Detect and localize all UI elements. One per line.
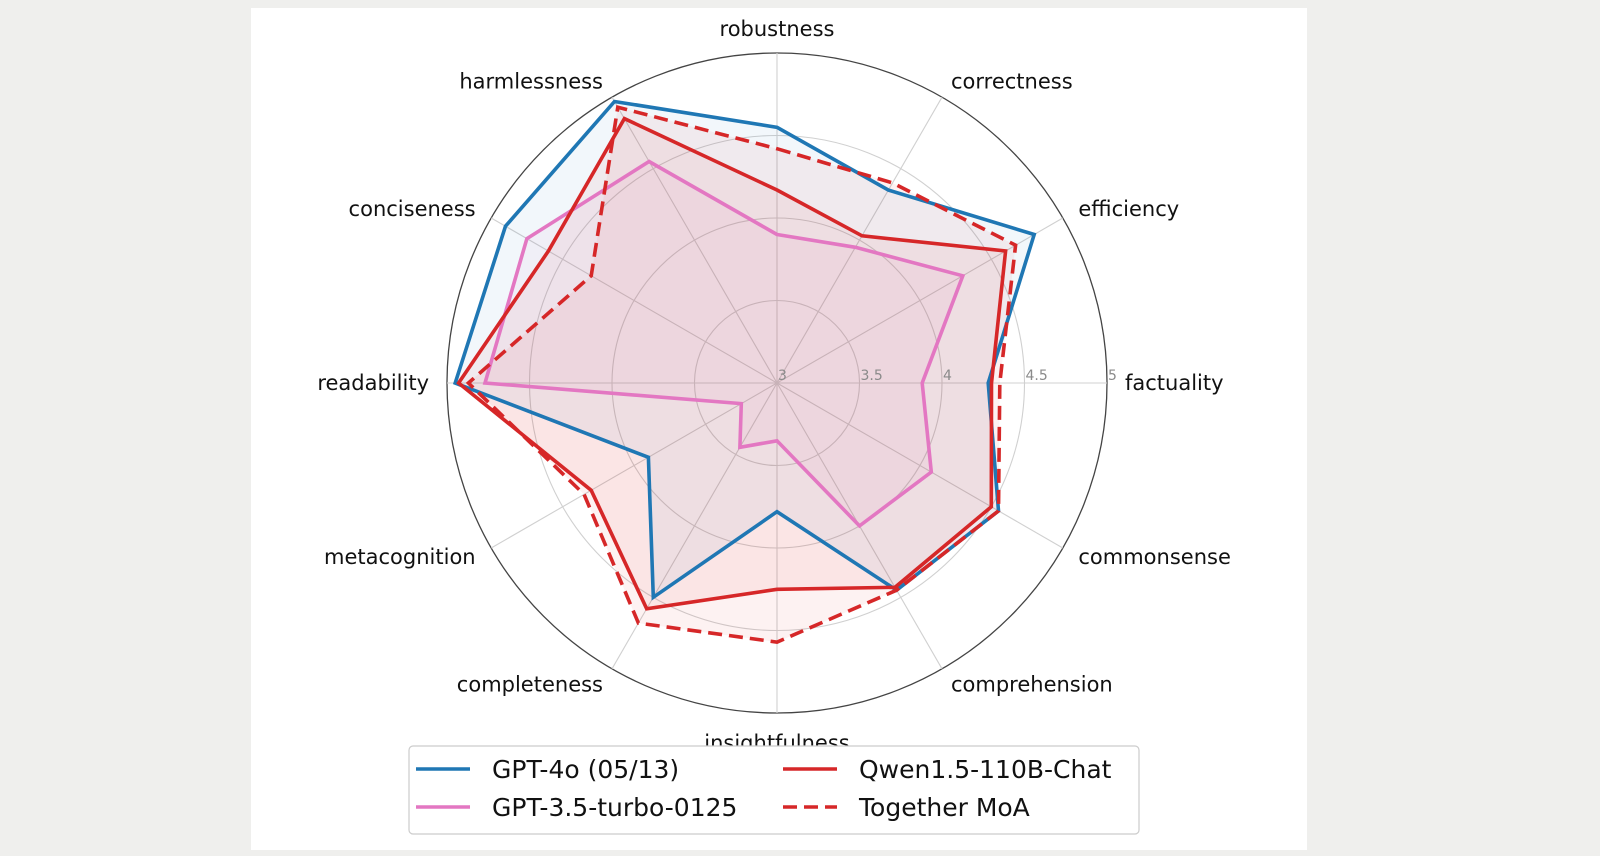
radial-tick-label: 5 xyxy=(1108,368,1117,384)
axis-label-completeness: completeness xyxy=(457,672,603,696)
radar-chart: 3 3.5 4 4.5 5 robustness correctness efficiency… xyxy=(317,17,1231,835)
series-line-2 xyxy=(456,116,1008,611)
radial-tick-label: 4.5 xyxy=(1026,368,1048,384)
fill-layer xyxy=(455,101,1035,643)
radial-tick-label: 3 xyxy=(778,368,787,384)
axis-spoke xyxy=(490,217,778,384)
axis-label-factuality: factuality xyxy=(1125,371,1224,395)
axis-label-metacognition: metacognition xyxy=(324,545,476,569)
radial-tick-label: 3.5 xyxy=(861,368,883,384)
legend: GPT-4o (05/13) GPT-3.5-turbo-0125 Qwen1.5-… xyxy=(408,745,1140,835)
line-layer xyxy=(452,99,1037,644)
axis-spoke xyxy=(776,96,943,384)
axis-label-readability: readability xyxy=(317,371,429,395)
series-line-1 xyxy=(482,159,966,529)
axis-label-robustness: robustness xyxy=(720,17,835,41)
legend-frame xyxy=(408,745,1140,835)
series-fill xyxy=(485,161,963,526)
axis-spoke xyxy=(776,382,1064,549)
series-line-3 xyxy=(465,104,1018,644)
series-fill xyxy=(468,107,1016,643)
series-line-0 xyxy=(452,99,1037,601)
axis-label-efficiency: efficiency xyxy=(1078,197,1179,221)
legend-label-3: Together MoA xyxy=(858,793,1030,822)
axis-spoke xyxy=(490,382,778,549)
legend-label-1: GPT-3.5-turbo-0125 xyxy=(492,793,737,822)
radial-tick-label: 4 xyxy=(943,368,952,384)
axis-label-commonsense: commonsense xyxy=(1078,545,1231,569)
axis-label-harmlessness: harmlessness xyxy=(459,70,603,94)
series-fill xyxy=(458,118,1006,609)
chart-panel: 3 3.5 4 4.5 5 robustness correctness efficiency… xyxy=(251,8,1307,850)
axis-label-comprehension: comprehension xyxy=(951,672,1113,696)
axis-spoke xyxy=(611,96,778,384)
axis-label-conciseness: conciseness xyxy=(349,197,476,221)
legend-label-2: Qwen1.5-110B-Chat xyxy=(859,755,1112,784)
grid-layer xyxy=(446,52,1108,714)
legend-label-0: GPT-4o (05/13) xyxy=(492,755,679,784)
axis-label-correctness: correctness xyxy=(951,70,1073,94)
